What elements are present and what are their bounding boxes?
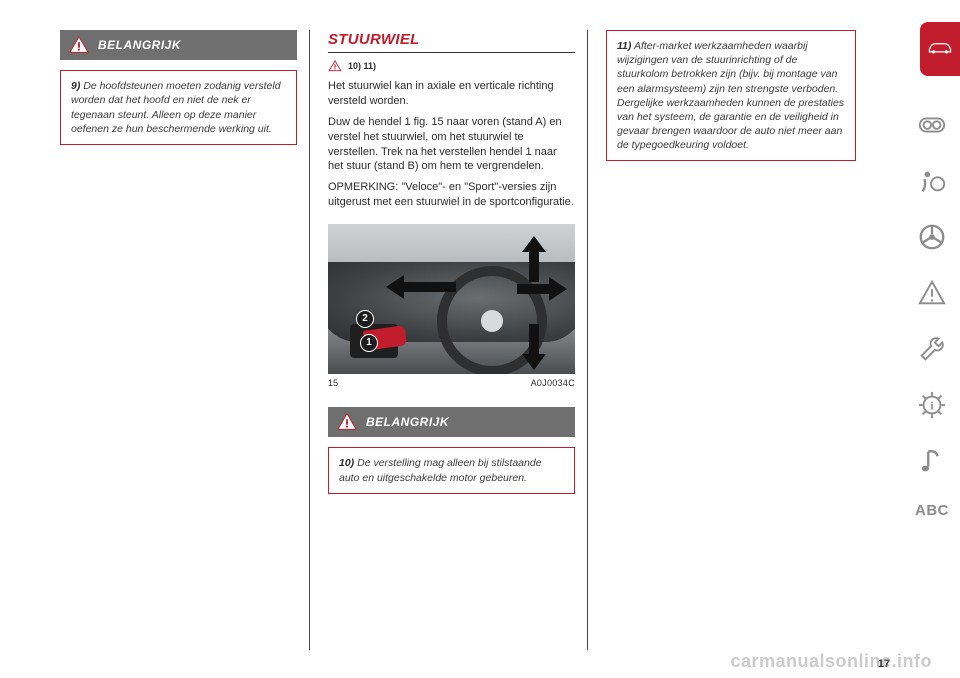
- figure-number: 15: [328, 377, 338, 389]
- callout-1: 1: [360, 334, 378, 352]
- dashboard-gauge-icon[interactable]: [917, 110, 947, 140]
- warning-triangle-icon[interactable]: [917, 278, 947, 308]
- warning-triangle-icon: [336, 411, 358, 433]
- figure-15: 2 1 15 A0J0034C: [328, 224, 575, 389]
- note-text: After-market werkzaamheden waarbij wijzi…: [617, 40, 844, 151]
- note-box-10: 10) De verstelling mag alleen bij stilst…: [328, 447, 575, 493]
- info-gear-icon[interactable]: i: [917, 390, 947, 420]
- paragraph: Het stuurwiel kan in axiale en verticale…: [328, 79, 575, 109]
- paragraph: Duw de hendel 1 fig. 15 naar voren (stan…: [328, 115, 575, 174]
- airbag-icon[interactable]: [917, 166, 947, 196]
- figure-caption: 15 A0J0034C: [328, 377, 575, 389]
- note-text: De verstelling mag alleen bij stilstaand…: [339, 457, 542, 483]
- column-2: STUURWIEL 10) 11) Het stuurwiel kan in a…: [328, 30, 588, 650]
- note-number: 9): [71, 80, 80, 92]
- figure-image: 2 1: [328, 224, 575, 374]
- page-content: BELANGRIJK 9) De hoofdsteunen moeten zod…: [60, 30, 860, 650]
- abc-label[interactable]: ABC: [915, 502, 949, 519]
- sidebar: i ABC: [904, 0, 960, 678]
- reference-line: 10) 11): [328, 59, 575, 73]
- note-text: De hoofdsteunen moeten zodanig versteld …: [71, 80, 281, 135]
- note-number: 11): [617, 40, 631, 52]
- lever-assembly: 2 1: [350, 314, 410, 358]
- car-icon: [927, 38, 953, 61]
- active-section-tab[interactable]: [920, 22, 960, 76]
- column-3: 11) After-market werkzaamheden waarbij w…: [606, 30, 856, 650]
- callout-2: 2: [356, 310, 374, 328]
- reference-numbers: 10) 11): [348, 60, 376, 72]
- note-number: 10): [339, 457, 354, 469]
- warning-label: BELANGRIJK: [98, 38, 181, 52]
- warning-label: BELANGRIJK: [366, 415, 449, 429]
- arrow-left-icon: [386, 272, 456, 302]
- steering-wheel-icon[interactable]: [917, 222, 947, 252]
- warning-bar: BELANGRIJK: [328, 407, 575, 437]
- warning-triangle-icon: [68, 34, 90, 56]
- column-1: BELANGRIJK 9) De hoofdsteunen moeten zod…: [60, 30, 310, 650]
- figure-code: A0J0034C: [531, 377, 575, 389]
- music-note-icon[interactable]: [917, 446, 947, 476]
- note-box-9: 9) De hoofdsteunen moeten zodanig verste…: [60, 70, 297, 145]
- section-heading: STUURWIEL: [328, 30, 575, 53]
- paragraph: OPMERKING: "Veloce"- en "Sport"-versies …: [328, 180, 575, 210]
- watermark: carmanualsonline.info: [730, 651, 932, 672]
- wrench-icon[interactable]: [917, 334, 947, 364]
- note-box-11: 11) After-market werkzaamheden waarbij w…: [606, 30, 856, 161]
- warning-triangle-icon: [328, 59, 342, 73]
- svg-text:i: i: [930, 401, 933, 413]
- sidebar-icons: i ABC: [904, 110, 960, 519]
- body-text: Het stuurwiel kan in axiale en verticale…: [328, 79, 575, 216]
- arrow-up-icon: [519, 236, 549, 282]
- warning-bar: BELANGRIJK: [60, 30, 297, 60]
- arrow-down-icon: [519, 324, 549, 370]
